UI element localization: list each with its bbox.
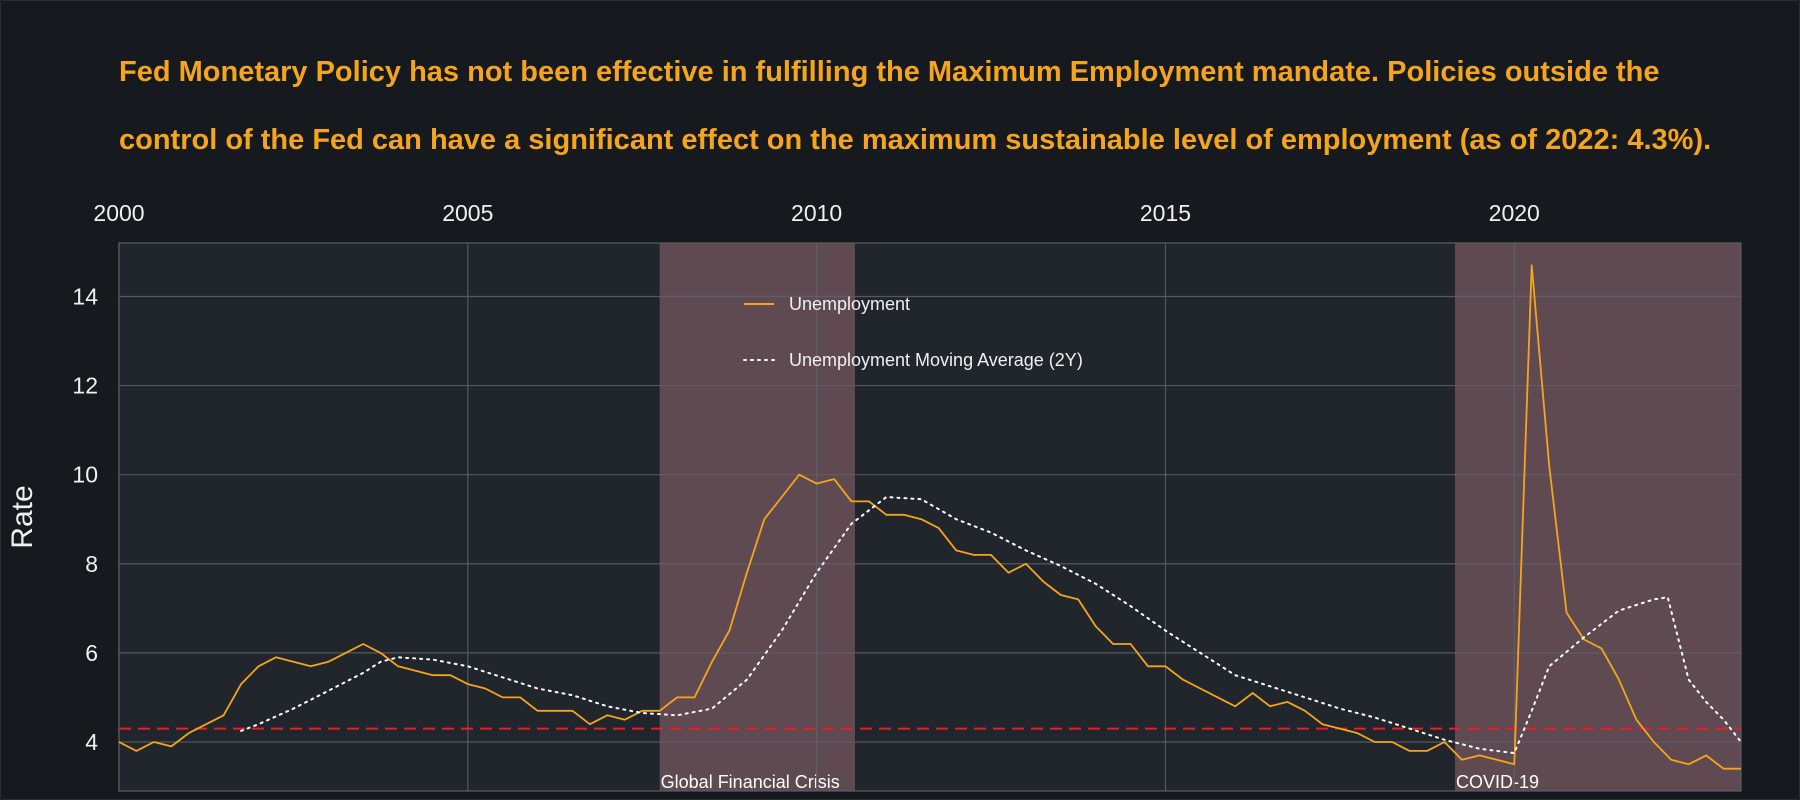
shaded-region-label-0: Global Financial Crisis	[661, 772, 840, 792]
legend-label-0: Unemployment	[789, 294, 910, 314]
y-tick-label-1: 6	[85, 640, 98, 666]
plot-border	[118, 242, 1742, 792]
series-line-unemployment	[118, 264, 1741, 770]
x-tick-label-1: 2005	[442, 200, 493, 226]
y-tick-label-3: 10	[72, 462, 98, 488]
y-axis-label: Rate	[6, 485, 39, 548]
y-tick-label-5: 14	[72, 283, 98, 309]
x-tick-label-2: 2010	[791, 200, 842, 226]
x-tick-label-4: 2020	[1489, 200, 1540, 226]
y-tick-label-4: 12	[72, 373, 98, 399]
legend-label-1: Unemployment Moving Average (2Y)	[789, 350, 1083, 370]
chart-title-line-1: Fed Monetary Policy has not been effecti…	[119, 56, 1660, 88]
series-line-moving-average	[240, 496, 1742, 755]
chart-title-line-2: control of the Fed can have a significan…	[119, 124, 1712, 156]
chart-title: Fed Monetary Policy has not been effecti…	[119, 38, 1799, 174]
y-tick-label-2: 8	[85, 551, 98, 577]
shaded-region-0	[659, 243, 856, 791]
shaded-region-label-1: COVID-19	[1456, 772, 1539, 792]
x-tick-label-3: 2015	[1140, 200, 1191, 226]
y-tick-label-0: 4	[85, 729, 98, 755]
shaded-region-1	[1454, 243, 1741, 791]
x-tick-label-0: 2000	[93, 200, 144, 226]
